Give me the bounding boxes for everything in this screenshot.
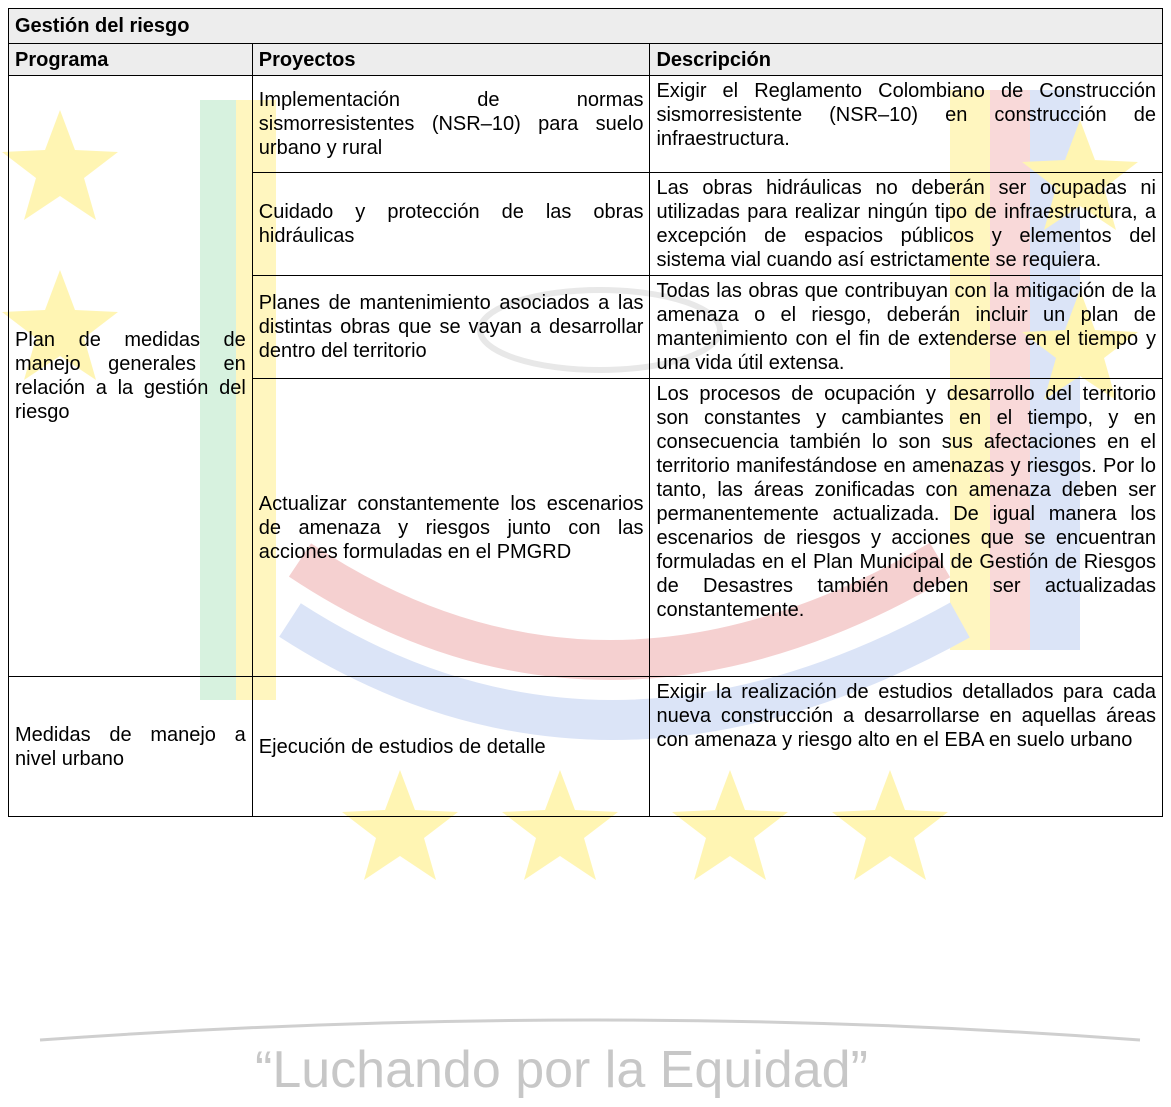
project-cell: Cuidado y protección de las obras hidráu… — [251, 172, 651, 276]
project-cell: Planes de mantenimiento asociados a las … — [251, 275, 651, 379]
description-cell: Las obras hidráulicas no deberán ser ocu… — [649, 172, 1163, 276]
description-cell: Todas las obras que contribuyan con la m… — [649, 275, 1163, 379]
description-cell: Exigir el Reglamento Colombiano de Const… — [649, 75, 1163, 173]
arc — [39, 1018, 1141, 1042]
project-cell: Actualizar constantemente los escenarios… — [251, 378, 651, 677]
column-header: Descripción — [649, 43, 1163, 76]
watermark-text: “Luchando por la Equidad” — [255, 1041, 868, 1099]
table-title: Gestión del riesgo — [8, 8, 1163, 44]
description-cell: Los procesos de ocupación y desarrollo d… — [649, 378, 1163, 677]
column-header: Programa — [8, 43, 253, 76]
risk-table: Gestión del riesgo Programa Proyectos De… — [8, 8, 1163, 817]
program-cell: Plan de medidas de manejo generales en r… — [8, 75, 253, 677]
project-cell: Implementación de normas sismorresistent… — [251, 75, 651, 173]
description-cell: Exigir la realización de estudios detall… — [649, 676, 1163, 817]
column-header: Proyectos — [251, 43, 651, 76]
project-cell: Ejecución de estudios de detalle — [251, 676, 651, 817]
program-cell: Medidas de manejo a nivel urbano — [8, 676, 253, 817]
